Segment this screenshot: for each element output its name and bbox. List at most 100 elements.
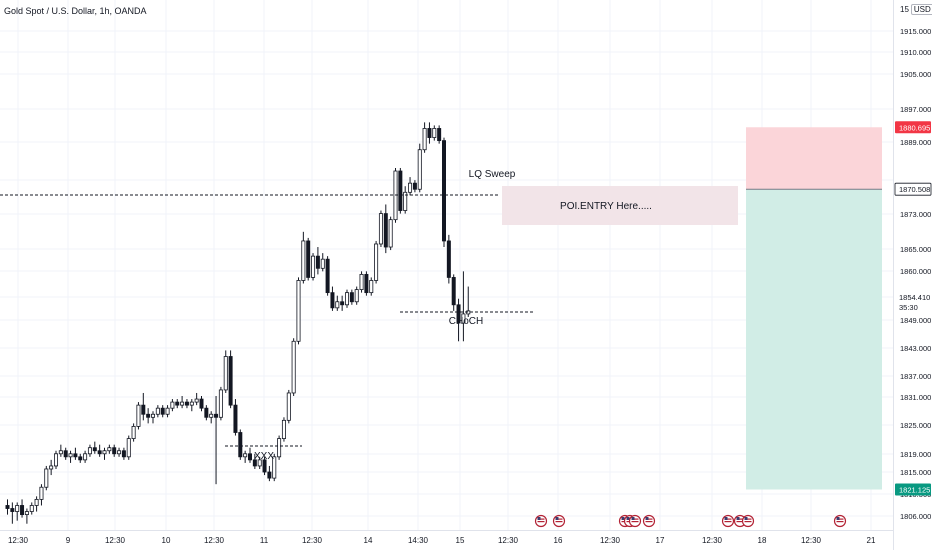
candle bbox=[54, 450, 59, 469]
candle bbox=[417, 143, 422, 193]
time-tick-label: 12:30 bbox=[8, 536, 29, 545]
candle-body-down bbox=[112, 447, 117, 455]
time-tick-label: 12:30 bbox=[302, 536, 323, 545]
candle bbox=[374, 240, 379, 284]
candle bbox=[306, 237, 311, 281]
us-flag-icon[interactable] bbox=[628, 514, 642, 528]
candle bbox=[214, 396, 219, 485]
candle-body-down bbox=[214, 413, 219, 418]
us-flag-icon[interactable] bbox=[534, 514, 548, 528]
us-flag-icon[interactable] bbox=[552, 514, 566, 528]
price-axis[interactable]: 1806.0001810.5001815.0001819.0001825.000… bbox=[893, 0, 932, 550]
candle-body-up bbox=[102, 450, 107, 455]
candle bbox=[10, 502, 15, 524]
price-tick-label: 1897.000 bbox=[900, 105, 931, 114]
candle bbox=[131, 423, 136, 442]
candle bbox=[107, 444, 112, 454]
candle-body-up bbox=[296, 280, 301, 342]
candle-body-down bbox=[349, 292, 354, 303]
us-flag-icon[interactable] bbox=[833, 514, 847, 528]
candle-body-up bbox=[83, 453, 88, 461]
candle bbox=[403, 186, 408, 214]
candle bbox=[73, 447, 78, 460]
candle bbox=[112, 444, 117, 457]
candle-body-up bbox=[15, 505, 20, 512]
candle bbox=[451, 274, 456, 311]
price-tick-label: 1860.000 bbox=[900, 267, 931, 276]
candle bbox=[170, 399, 175, 412]
flag-canton bbox=[626, 517, 630, 520]
candle bbox=[446, 234, 451, 284]
time-tick-label: 12:30 bbox=[702, 536, 723, 545]
currency-selector[interactable]: 15 USD bbox=[900, 4, 932, 15]
candle bbox=[320, 253, 325, 272]
candle-body-up bbox=[359, 273, 364, 290]
candle-body-down bbox=[383, 213, 388, 248]
candle-body-up bbox=[126, 438, 131, 458]
candle-body-up bbox=[243, 453, 248, 458]
candle bbox=[354, 286, 359, 305]
us-flag-icon[interactable] bbox=[741, 514, 755, 528]
candle bbox=[359, 271, 364, 293]
time-axis[interactable]: 12:30 9 12:30 10 12:30 11 12:30 14 14:30 15 12:30 1… bbox=[0, 530, 893, 546]
us-flag-icon[interactable] bbox=[642, 514, 656, 528]
candle-body-down bbox=[160, 407, 165, 415]
flag-stripe bbox=[736, 521, 744, 523]
candle bbox=[209, 411, 214, 424]
flag-stripe bbox=[631, 518, 639, 520]
time-tick-label: 16 bbox=[554, 536, 563, 545]
candle bbox=[63, 447, 68, 460]
candle-body-up bbox=[461, 313, 466, 324]
candle-body-up bbox=[378, 213, 383, 245]
candle bbox=[146, 408, 151, 424]
price-tick-label: 1889.000 bbox=[900, 138, 931, 147]
candle bbox=[422, 122, 427, 153]
candle-body-down bbox=[199, 398, 204, 409]
candle-body-up bbox=[301, 240, 306, 281]
candle-body-down bbox=[146, 413, 151, 418]
candle-body-up bbox=[170, 401, 175, 409]
candle bbox=[247, 447, 252, 463]
candle-body-up bbox=[29, 505, 34, 512]
candle-body-up bbox=[354, 289, 359, 303]
flag-stripe bbox=[836, 518, 844, 520]
candle-body-down bbox=[184, 401, 189, 406]
flag-stripe bbox=[744, 518, 752, 520]
candle-body-down bbox=[5, 505, 10, 509]
entry-price-text: 1870.508 bbox=[899, 185, 930, 194]
price-tick-label: 1806.000 bbox=[900, 512, 931, 521]
us-flag-icon[interactable] bbox=[721, 514, 735, 528]
economic-events bbox=[534, 514, 847, 528]
candle-body-up bbox=[136, 404, 141, 427]
stop-price-label: 1880.695 bbox=[895, 121, 931, 134]
candle bbox=[349, 289, 354, 305]
candle bbox=[281, 417, 286, 442]
currency-label: USD bbox=[910, 4, 932, 15]
flag-stripe bbox=[645, 521, 653, 523]
time-tick-label: 21 bbox=[867, 536, 876, 545]
candle bbox=[199, 396, 204, 412]
time-tick-label: 15 bbox=[456, 536, 465, 545]
candle bbox=[378, 210, 383, 248]
price-tick-label: 1905.000 bbox=[900, 70, 931, 79]
symbol-title[interactable]: Gold Spot / U.S. Dollar, 1h, OANDA bbox=[4, 6, 147, 16]
flag-canton bbox=[645, 517, 649, 520]
candle bbox=[165, 405, 170, 418]
candle-body-up bbox=[432, 128, 437, 138]
candle-body-down bbox=[398, 170, 403, 211]
candle-body-up bbox=[417, 149, 422, 190]
candle-body-down bbox=[306, 240, 311, 278]
candle-body-down bbox=[204, 407, 209, 418]
flag-stripe bbox=[645, 518, 653, 520]
flag-canton bbox=[836, 517, 840, 520]
candle bbox=[44, 465, 49, 491]
candle bbox=[432, 125, 437, 141]
entry-price-label: 1870.508 bbox=[894, 182, 932, 196]
candle-body-down bbox=[73, 453, 78, 458]
candle-body-down bbox=[441, 140, 446, 242]
candle-body-up bbox=[194, 398, 199, 403]
candle-body-up bbox=[281, 419, 286, 439]
current-price-text: 1854.410 bbox=[899, 293, 930, 302]
flag-stripe bbox=[555, 521, 563, 523]
